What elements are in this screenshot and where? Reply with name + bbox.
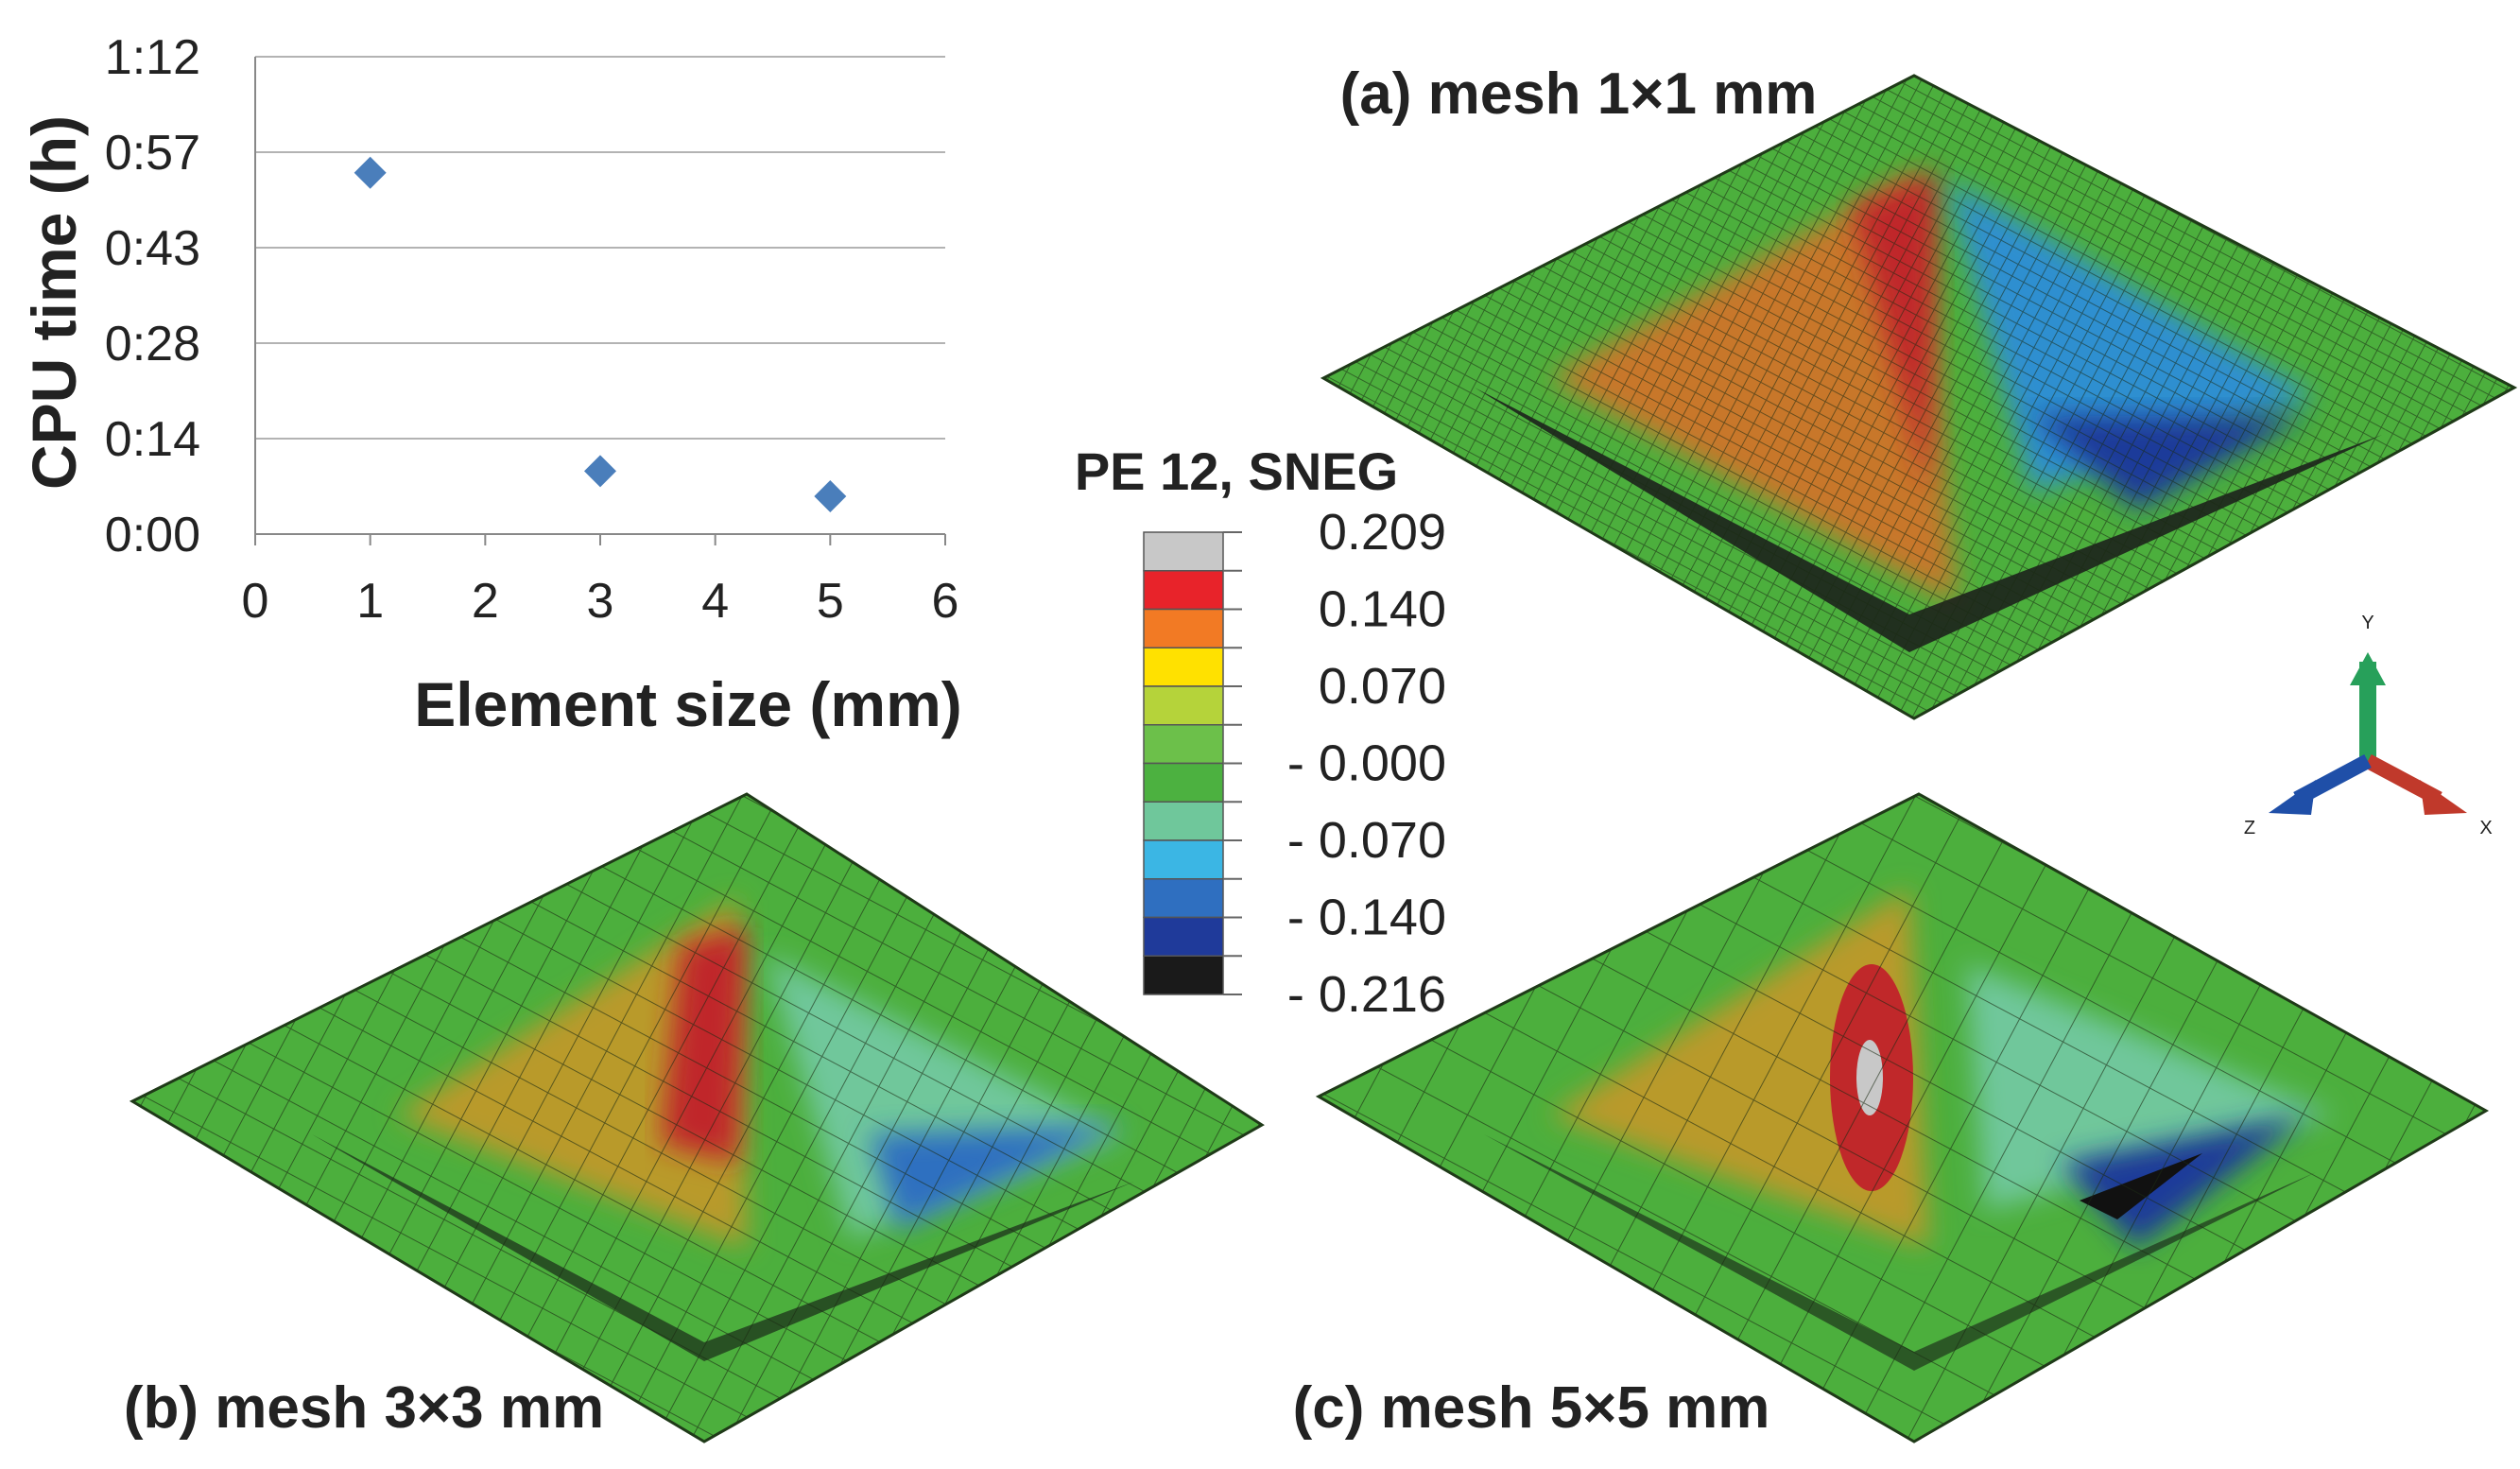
colorbar-label: - 0.140 bbox=[1287, 890, 1446, 946]
y-tick-label: 0:57 bbox=[105, 126, 200, 181]
y-arrowhead bbox=[2350, 652, 2386, 685]
x-tick-label: 5 bbox=[817, 574, 844, 629]
data-point-marker bbox=[354, 156, 387, 189]
x-axis-letter: X bbox=[2479, 818, 2492, 838]
panel-b-mesh bbox=[132, 794, 1262, 1442]
colorbar-swatch bbox=[1143, 647, 1224, 687]
colorbar-swatch bbox=[1143, 762, 1224, 803]
y-tick-label: 0:14 bbox=[105, 412, 200, 467]
colorbar-swatch bbox=[1143, 916, 1224, 957]
x-axis-title: Element size (mm) bbox=[414, 669, 962, 739]
colorbar-swatch bbox=[1143, 724, 1224, 765]
panel-c-label: (c) mesh 5×5 mm bbox=[1293, 1375, 1770, 1441]
colorbar-label: 0.209 bbox=[1319, 504, 1446, 561]
colorbar-label: - 0.070 bbox=[1287, 812, 1446, 869]
panel-b-mesh-3x3: (b) mesh 3×3 mm bbox=[124, 792, 1265, 1443]
colorbar-label: - 0.216 bbox=[1287, 966, 1446, 1023]
colorbar-swatch bbox=[1143, 570, 1224, 611]
colorbar-label: 0.070 bbox=[1319, 658, 1446, 715]
colorbar-swatch bbox=[1143, 878, 1224, 919]
colorbar-label: - 0.000 bbox=[1287, 735, 1446, 792]
data-point-marker bbox=[814, 480, 847, 513]
y-tick-label: 0:00 bbox=[105, 508, 200, 562]
x-tick-label: 4 bbox=[701, 574, 729, 629]
colorbar-swatch bbox=[1143, 608, 1224, 648]
colorbar-swatch bbox=[1143, 839, 1224, 880]
z-axis-letter: Z bbox=[2244, 818, 2255, 838]
panel-c-mesh-5x5: (c) mesh 5×5 mm bbox=[1293, 792, 2490, 1443]
y-tick-label: 1:12 bbox=[105, 30, 200, 85]
y-axis-letter: Y bbox=[2361, 613, 2373, 633]
y-tick-label: 0:43 bbox=[105, 221, 200, 276]
x-arrowhead bbox=[2420, 780, 2467, 815]
colorbar-swatch bbox=[1143, 531, 1224, 572]
panel-c-mesh bbox=[1319, 794, 2486, 1442]
x-tick-labels: 0 1 2 3 4 5 6 bbox=[242, 534, 959, 629]
y-tick-label: 0:28 bbox=[105, 317, 200, 372]
colorbar-title: PE 12, SNEG bbox=[1075, 441, 1398, 501]
data-point-marker bbox=[584, 455, 616, 488]
x-tick-label: 6 bbox=[932, 574, 959, 629]
x-tick-label: 1 bbox=[356, 574, 384, 629]
colorbar: PE 12, SNEG 0.209 0.140 0.070 - 0.000 - 0.07… bbox=[1075, 441, 1446, 1023]
y-tick-labels: 0:00 0:14 0:28 0:43 0:57 1:12 bbox=[105, 30, 200, 562]
colorbar-swatches bbox=[1143, 531, 1242, 995]
colorbar-swatch bbox=[1143, 685, 1224, 726]
y-axis-title: CPU time (h) bbox=[19, 115, 89, 490]
x-tick-label: 0 bbox=[242, 574, 269, 629]
data-points bbox=[354, 156, 847, 513]
x-tick-label: 2 bbox=[472, 574, 499, 629]
colorbar-labels: 0.209 0.140 0.070 - 0.000 - 0.070 - 0.140 - 0.… bbox=[1287, 504, 1446, 1023]
colorbar-label: 0.140 bbox=[1319, 581, 1446, 638]
z-arrowhead bbox=[2269, 780, 2316, 815]
panel-b-label: (b) mesh 3×3 mm bbox=[124, 1375, 604, 1441]
panel-a-label: (a) mesh 1×1 mm bbox=[1340, 61, 1818, 127]
panel-a-mesh bbox=[1323, 76, 2514, 718]
panel-a-mesh-1x1: (a) mesh 1×1 mm bbox=[1320, 61, 2518, 720]
colorbar-swatch bbox=[1143, 955, 1224, 995]
x-tick-label: 3 bbox=[587, 574, 614, 629]
colorbar-swatch bbox=[1143, 801, 1224, 841]
axes-triad: Y X Z bbox=[2244, 613, 2493, 838]
cpu-time-scatter-chart: 0:00 0:14 0:28 0:43 0:57 1:12 0 1 2 3 4 5 6 Element… bbox=[19, 30, 962, 739]
